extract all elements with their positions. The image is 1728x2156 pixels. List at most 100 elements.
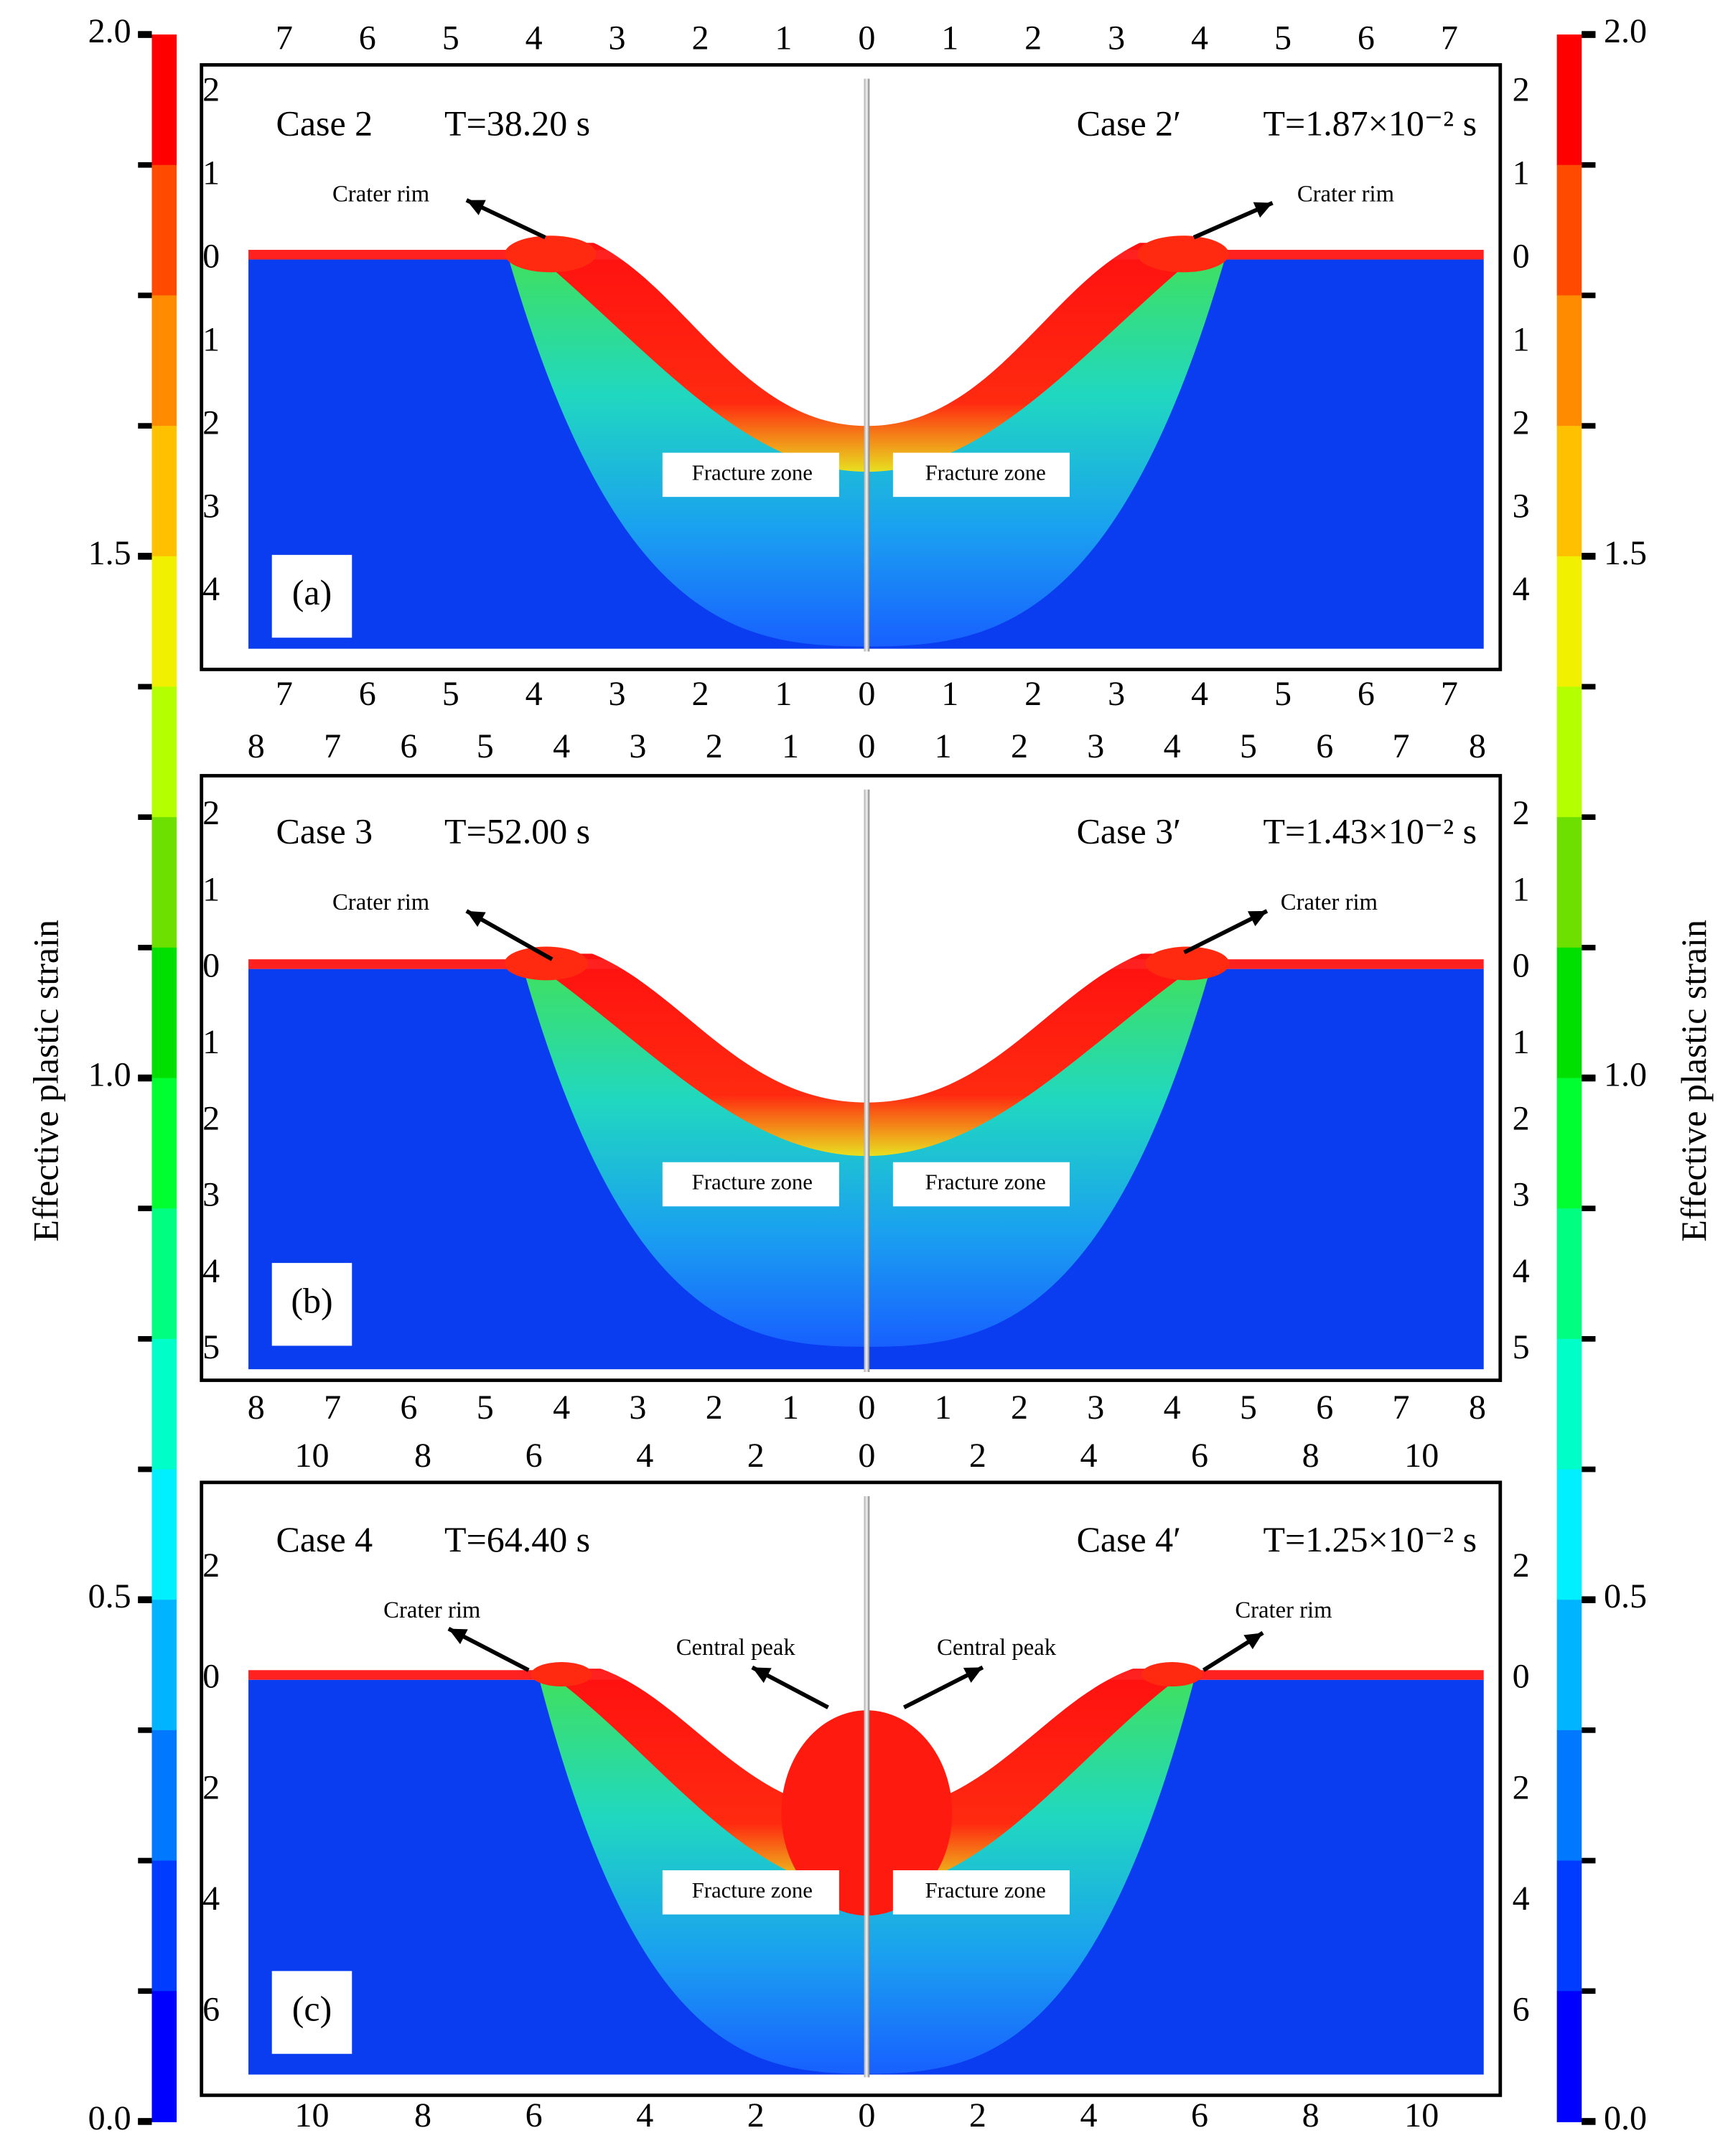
colorbar-tick — [1582, 2118, 1596, 2125]
y-tick-label-left: 1 — [202, 870, 220, 908]
x-tick-label-top: 3 — [609, 19, 626, 57]
colorbar-tick-label: 1.5 — [88, 534, 131, 572]
colorbar-band — [1556, 556, 1582, 688]
x-tick-label-bottom: 7 — [1393, 1389, 1410, 1427]
y-tick-label-left: 0 — [202, 947, 220, 985]
y-tick-label-right: 2 — [1513, 403, 1530, 442]
x-tick-label-bottom: 4 — [1080, 2096, 1097, 2134]
y-tick-label-right: 3 — [1513, 1176, 1530, 1214]
case-label: Case 4′ — [1077, 1519, 1182, 1559]
x-tick-label-bottom: 4 — [553, 1389, 570, 1427]
crater-rim — [505, 235, 597, 273]
rim-arrow-head — [1253, 202, 1273, 218]
colorbar-minor-tick — [1582, 292, 1596, 299]
zone-box — [892, 452, 1070, 498]
x-tick-label-bottom: 8 — [248, 1389, 265, 1427]
panel-frame — [200, 62, 1503, 671]
x-tick-label-top: 5 — [1274, 19, 1292, 57]
symmetry-line — [864, 1496, 870, 2078]
colorbar-tick — [138, 2118, 152, 2125]
rim-label: Crater rim — [383, 1597, 480, 1623]
x-tick-label-bottom: 4 — [636, 2096, 653, 2134]
x-tick-label-top: 8 — [248, 727, 265, 765]
colorbar-tick — [1582, 1596, 1596, 1604]
colorbar-minor-tick — [1582, 683, 1596, 690]
zone-box — [662, 452, 839, 498]
colorbar-band — [151, 817, 177, 948]
zone-label: Fracture zone — [925, 1170, 1046, 1195]
rim-arrow-head — [1243, 1633, 1264, 1650]
x-tick-label-top: 4 — [1191, 19, 1208, 57]
x-tick-label-bottom: 2 — [691, 675, 709, 713]
crater-rim — [1141, 1662, 1202, 1687]
y-tick-label-left: 1 — [202, 320, 220, 358]
x-tick-label-bottom: 8 — [1302, 2096, 1320, 2134]
colorbar-band — [151, 686, 177, 818]
x-tick-label-bottom: 7 — [276, 675, 293, 713]
x-tick-label-bottom: 0 — [858, 1389, 875, 1427]
x-tick-label-top: 0 — [858, 1437, 875, 1475]
y-tick-label-left: 3 — [202, 1176, 220, 1214]
crater-rim — [1145, 946, 1230, 981]
case-label: Case 2′ — [1077, 103, 1182, 143]
x-tick-label-bottom: 6 — [1191, 2096, 1208, 2134]
x-tick-label-bottom: 3 — [1108, 675, 1125, 713]
colorbar-minor-tick — [138, 1857, 152, 1864]
time-label: T=38.20 s — [444, 103, 590, 143]
x-tick-label-bottom: 5 — [442, 675, 459, 713]
x-tick-label-top: 10 — [294, 1437, 329, 1475]
rim-label: Crater rim — [1235, 1597, 1332, 1623]
x-tick-label-bottom: 8 — [1469, 1389, 1486, 1427]
tag-box — [271, 1263, 352, 1346]
x-tick-label-top: 6 — [400, 727, 417, 765]
x-tick-label-bottom: 2 — [1024, 675, 1042, 713]
colorbar-minor-tick — [1582, 423, 1596, 429]
y-tick-label-left: 5 — [202, 1328, 220, 1366]
y-tick-label-right: 2 — [1513, 1546, 1530, 1585]
colorbar-band — [1556, 1600, 1582, 1731]
colorbar-band — [1556, 947, 1582, 1079]
colorbar-tick — [138, 552, 152, 560]
y-tick-label-right: 2 — [1513, 1768, 1530, 1806]
colorbar-band — [1556, 686, 1582, 818]
x-tick-label-top: 2 — [691, 19, 709, 57]
x-tick-label-top: 4 — [1080, 1437, 1097, 1475]
y-tick-label-left: 2 — [202, 403, 220, 442]
colorbar-minor-tick — [138, 1466, 152, 1473]
colorbar-band — [151, 1730, 177, 1862]
colorbar-minor-tick — [1582, 1857, 1596, 1864]
colorbar-tick-label: 2.0 — [88, 12, 131, 50]
x-tick-label-top: 4 — [553, 727, 570, 765]
x-tick-label-bottom: 1 — [935, 1389, 952, 1427]
panel-frame — [200, 774, 1503, 1382]
peak-arrow-head — [963, 1667, 983, 1683]
rim-label: Crater rim — [332, 182, 429, 207]
x-tick-label-top: 4 — [1164, 727, 1181, 765]
colorbar-minor-tick — [138, 423, 152, 429]
time-label: T=1.43×10⁻² s — [1264, 811, 1477, 851]
y-tick-label-left: 4 — [202, 1880, 220, 1918]
colorbar-minor-tick — [138, 1205, 152, 1212]
case-label: Case 2 — [276, 103, 373, 143]
colorbar-band — [151, 1860, 177, 1992]
colorbar-band — [1556, 34, 1582, 166]
x-tick-label-bottom: 3 — [609, 675, 626, 713]
zone-label: Fracture zone — [692, 1170, 813, 1195]
y-tick-label-left: 0 — [202, 1658, 220, 1696]
y-tick-label-right: 2 — [1513, 794, 1530, 832]
rim-arrow-head — [1247, 910, 1267, 927]
colorbar-minor-tick — [1582, 162, 1596, 168]
symmetry-line — [864, 78, 870, 652]
colorbar-band — [151, 34, 177, 166]
x-tick-label-top: 1 — [782, 727, 799, 765]
y-tick-label-right: 1 — [1513, 320, 1530, 358]
colorbar-band — [151, 1208, 177, 1340]
colorbar-band — [1556, 295, 1582, 427]
x-tick-label-top: 8 — [1302, 1437, 1320, 1475]
panel-tag: (b) — [291, 1280, 332, 1320]
peak-arrow-head — [752, 1667, 772, 1684]
panel: 7 7 6 6 5 5 4 4 3 3 2 2 1 1 0 0 1 1 2 2 3 3 4 4 5 5 6 6 7 7 2 2 1 1 0 0 1 1 2 2… — [200, 19, 1530, 713]
x-tick-label-top: 2 — [706, 727, 723, 765]
colorbar-minor-tick — [1582, 1466, 1596, 1473]
